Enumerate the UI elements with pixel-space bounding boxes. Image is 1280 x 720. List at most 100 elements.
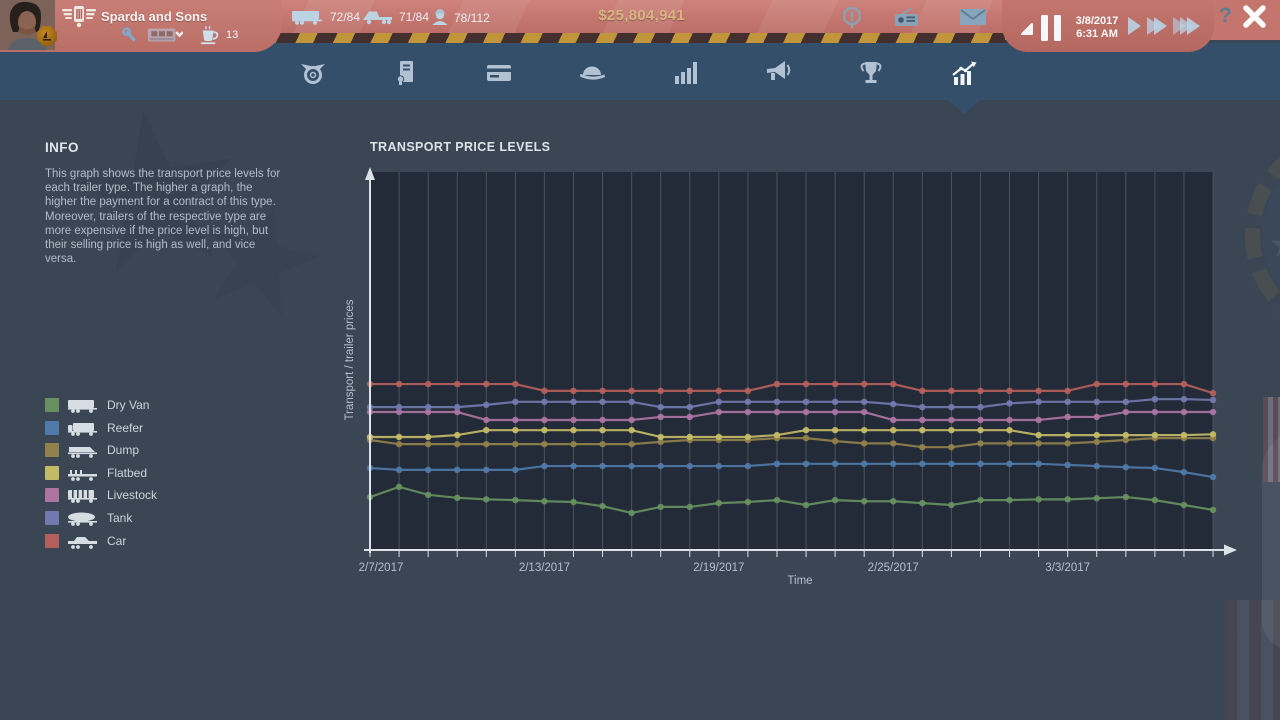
legend-label: Livestock	[107, 488, 158, 503]
radio-button[interactable]	[893, 7, 921, 32]
truck-icon	[363, 11, 392, 25]
price-trends-icon	[952, 61, 977, 85]
tank-trailer-icon	[68, 512, 97, 526]
trailers-count: 72/84	[330, 10, 361, 24]
chart-title: TRANSPORT PRICE LEVELS	[370, 140, 551, 154]
play-speed-2-button[interactable]	[1147, 17, 1167, 35]
svg-text:2/25/2017: 2/25/2017	[868, 562, 919, 574]
garage-truck-icon	[147, 28, 183, 42]
nav-item-achievements[interactable]	[851, 53, 891, 93]
info-paragraph-1: This graph shows the transport price lev…	[45, 168, 281, 209]
legend-label: Flatbed	[107, 465, 148, 480]
close-icon	[1243, 5, 1266, 28]
background-eagle-decoration	[1262, 430, 1280, 650]
svg-text:Transport / trailer prices: Transport / trailer prices	[344, 299, 356, 420]
flatbed-trailer-icon	[68, 469, 97, 481]
reefer-trailer-icon	[68, 422, 97, 436]
legend-label: Car	[107, 533, 127, 548]
legend-label: Dump	[107, 443, 140, 458]
dump-trailer-icon	[68, 447, 97, 459]
repair-button[interactable]	[120, 26, 140, 45]
help-button[interactable]: ?	[1219, 4, 1232, 27]
livestock-swatch	[45, 488, 59, 503]
driver-icon	[432, 9, 448, 25]
svg-text:Time: Time	[787, 575, 812, 587]
hazard-stripe	[225, 33, 1010, 43]
svg-text:2/19/2017: 2/19/2017	[693, 562, 744, 574]
legend-label: Tank	[107, 510, 133, 525]
nav-item-rating[interactable]	[293, 53, 333, 93]
legend-row-tank: Tank	[45, 510, 157, 526]
nav-item-bank[interactable]	[479, 53, 519, 93]
dry-van-swatch	[45, 398, 59, 412]
coffee-count: 13	[226, 29, 239, 41]
nav-item-statistics[interactable]	[665, 53, 705, 93]
cap-icon	[580, 66, 605, 80]
dry-van-trailer-icon	[68, 400, 97, 413]
legend-row-flatbed: Flatbed	[45, 465, 157, 481]
company-balance: $25,804,941	[598, 7, 685, 24]
trucks-count: 71/84	[399, 10, 430, 24]
nav-item-marketing[interactable]	[758, 53, 798, 93]
svg-text:2/7/2017: 2/7/2017	[359, 562, 404, 574]
envelope-icon	[960, 9, 986, 25]
nav-item-staff[interactable]	[572, 53, 612, 93]
badge-ship-icon	[43, 31, 51, 41]
svg-text:2/13/2017: 2/13/2017	[519, 562, 570, 574]
livestock-trailer-icon	[68, 490, 97, 504]
legend-row-reefer: Reefer	[45, 420, 157, 436]
game-datetime: 3/8/2017 6:31 AM	[1068, 15, 1126, 41]
car-trailer-icon	[68, 536, 97, 549]
drivers-count: 78/112	[454, 10, 490, 25]
legend-row-car: Car	[45, 533, 157, 549]
background-emblem-ring	[1245, 130, 1280, 340]
bar-chart-icon	[675, 62, 697, 84]
certificate-icon	[396, 61, 413, 85]
company-name: Sparda and Sons	[101, 9, 208, 24]
tank-swatch	[45, 510, 59, 525]
speed-indicator	[1020, 22, 1035, 42]
trucks-stat: 71/84	[362, 9, 429, 25]
trailers-stat: 72/84	[291, 9, 360, 25]
legend-row-dry-van: Dry Van	[45, 398, 157, 413]
level-badge[interactable]	[37, 26, 57, 46]
info-panel-text: This graph shows the transport price lev…	[45, 167, 282, 266]
credit-card-icon	[487, 65, 511, 81]
legend-label: Reefer	[107, 420, 144, 435]
svg-text:3/3/2017: 3/3/2017	[1045, 562, 1090, 574]
game-date: 3/8/2017	[1075, 15, 1119, 27]
megaphone-icon	[767, 61, 791, 80]
speed-indicator-icon	[1021, 23, 1033, 35]
nav-item-price-trends[interactable]	[944, 53, 984, 93]
garage-button[interactable]	[147, 26, 183, 45]
legend-row-livestock: Livestock	[45, 488, 158, 504]
info-panel-title: INFO	[45, 140, 79, 155]
price-levels-chart: 2/7/2017 2/13/2017 2/19/2017 2/25/2017 3/3/2…	[344, 167, 1237, 587]
play-speed-1-button[interactable]	[1128, 17, 1141, 35]
radio-icon	[895, 7, 918, 26]
game-time: 6:31 AM	[1076, 28, 1118, 40]
wrench-icon	[122, 27, 136, 42]
trailer-icon	[292, 11, 322, 25]
medal-icon	[301, 64, 325, 84]
mail-button[interactable]	[959, 8, 987, 31]
alert-icon	[842, 6, 862, 28]
nav-item-contracts[interactable]	[386, 53, 426, 93]
dump-swatch	[45, 443, 59, 458]
selected-tab-notch	[948, 100, 980, 114]
background-emblem-disc	[1262, 150, 1280, 320]
reefer-swatch	[45, 420, 59, 435]
alerts-button[interactable]	[841, 5, 863, 34]
coffee-break-button[interactable]: 13	[199, 25, 238, 45]
play-speed-3-button[interactable]	[1173, 17, 1200, 35]
main-navbar	[0, 43, 1280, 100]
legend-row-dump: Dump	[45, 443, 157, 459]
coffee-cup-icon	[200, 25, 219, 45]
car-swatch	[45, 533, 59, 548]
speed-buttons	[1128, 14, 1218, 43]
chart-legend: Dry Van Reefer Dump	[45, 398, 157, 556]
close-button[interactable]	[1241, 3, 1268, 35]
drivers-stat: 78/112	[431, 9, 490, 26]
pause-button[interactable]	[1041, 15, 1061, 41]
